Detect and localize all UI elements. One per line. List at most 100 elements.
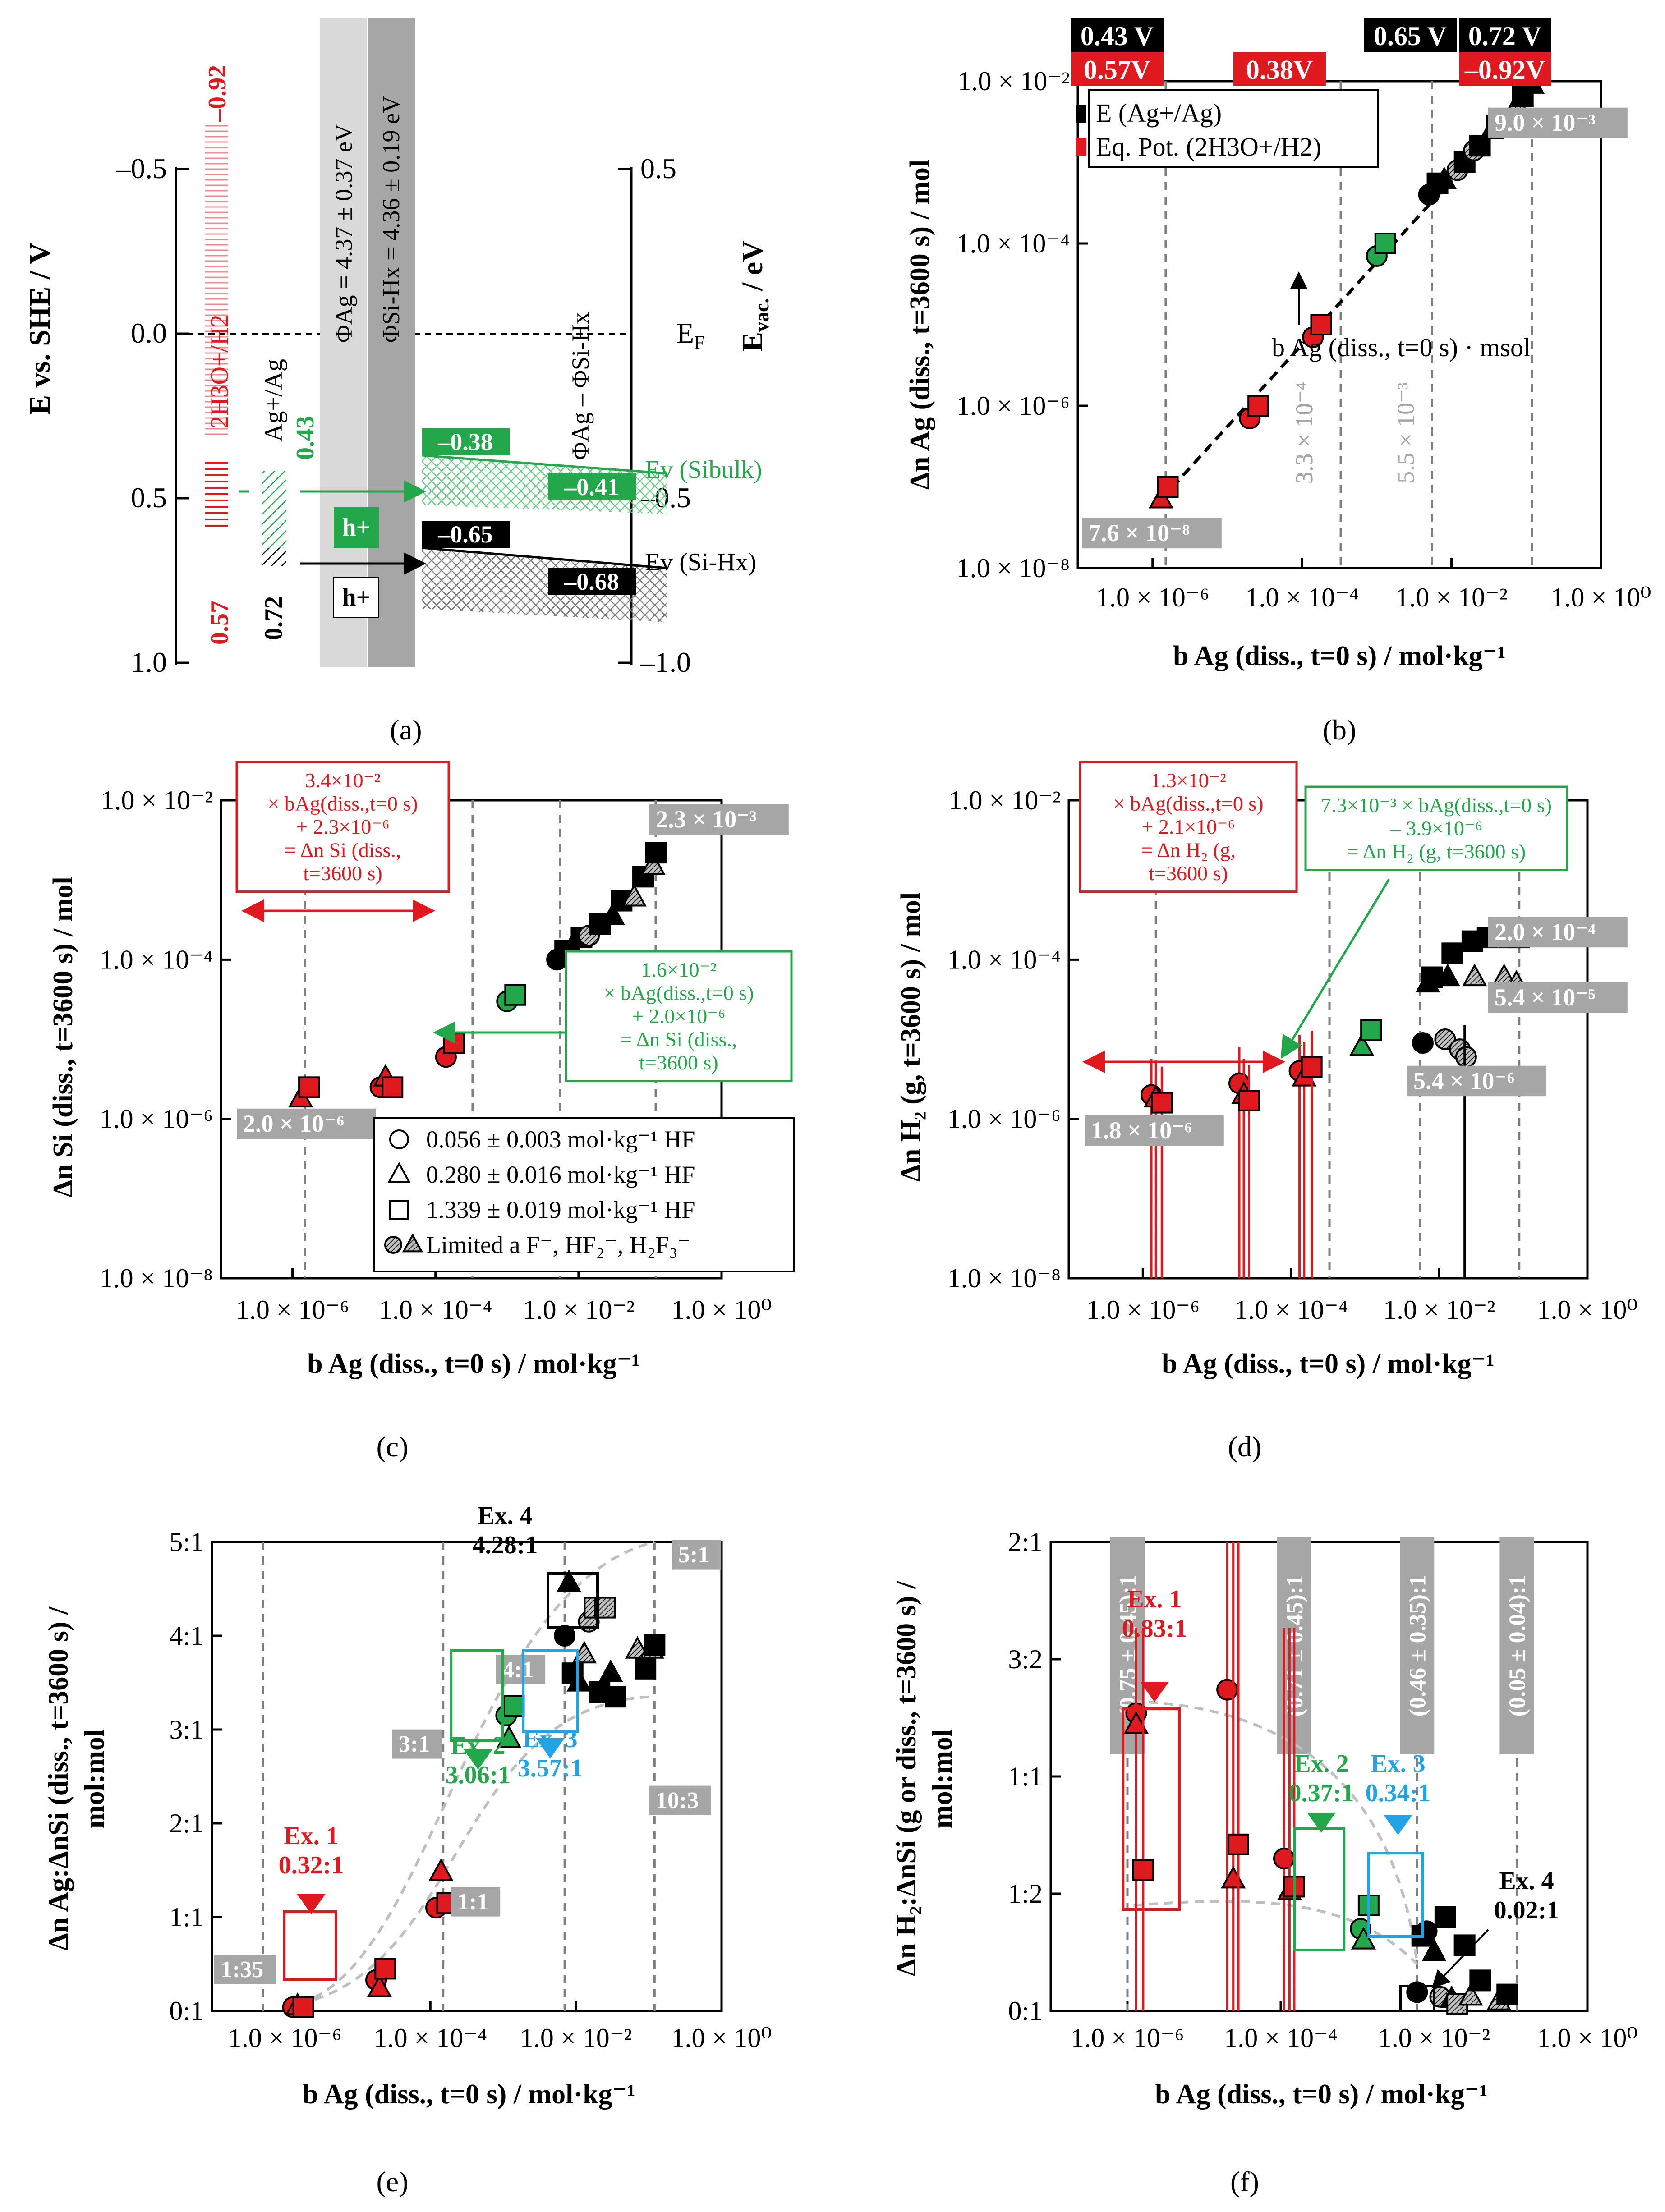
a-phi-diff: ΦAg – ΦSi-Hx: [567, 312, 594, 460]
e-ex-value: 3.57:1: [518, 1754, 583, 1782]
d-green-box-line: = Δn H₂ (g, t=3600 s): [1347, 840, 1526, 863]
e-ratio-tag-bg: [672, 1540, 722, 1570]
f-ex1-box: [1122, 1707, 1181, 1911]
panel-b: 1.0 × 10⁻² 1.0 × 10⁻⁴ 1.0 × 10⁻⁶ 1.0 × 10⁻⁸…: [905, 18, 1651, 746]
c-legend-marker: [389, 1200, 409, 1220]
d-point: [1435, 963, 1460, 987]
d-ytick-label: 1.0 × 10⁻⁶: [947, 1104, 1061, 1134]
e-point: [644, 1634, 666, 1656]
f-ex-arrow: [1140, 1682, 1169, 1702]
a-red-bottom: 0.57: [206, 601, 234, 645]
a-hplus-black-box: [333, 577, 379, 618]
f-ytick-label: 3:2: [1008, 1644, 1043, 1674]
b-point: [1469, 135, 1491, 157]
a-tick-neg05: –0.5: [116, 152, 167, 184]
f-ex-value: 0.34:1: [1366, 1779, 1431, 1807]
charts-layer: 1.0 × 10⁻² 1.0 × 10⁻⁴ 1.0 × 10⁻⁶ 1.0 × 10⁻⁸…: [43, 18, 1651, 2198]
d-xtick-label: 1.0 × 10⁻⁶: [1086, 1295, 1200, 1325]
d-ann-3-bg: [1407, 1065, 1546, 1097]
f-point: [1228, 1833, 1250, 1855]
c-xtick-label: 1.0 × 10⁻⁴: [379, 1295, 492, 1325]
e-ratio-tag: 3:1: [399, 1731, 430, 1757]
a-black-bar: [262, 548, 286, 566]
a-ev-hx-label: Ev (Si-Hx): [645, 548, 756, 576]
f-ytick-label: 2:1: [1008, 1527, 1043, 1557]
a-red-hatch-bar: [205, 124, 228, 435]
a-si-hx-band: [422, 548, 667, 622]
c-ann-min: 2.0 × 10⁻⁶: [243, 1110, 344, 1137]
c-ytick-label: 1.0 × 10⁻²: [101, 785, 213, 815]
d-green-box-line: – 3.9×10⁻⁶: [1390, 817, 1482, 840]
b-ytick-label: 1.0 × 10⁻⁴: [957, 229, 1070, 258]
d-point: [1238, 1089, 1260, 1111]
d-ann-4: 1.8 × 10⁻⁶: [1091, 1117, 1192, 1144]
d-ytick-label: 1.0 × 10⁻⁸: [947, 1263, 1061, 1293]
a-hplus-green: h+: [342, 514, 370, 542]
a-ev-hx-line: [421, 546, 668, 569]
e-ytick-label: 1:1: [169, 1902, 204, 1932]
b-legend-swatch: [1076, 105, 1086, 123]
e-ytick-label: 2:1: [169, 1808, 204, 1838]
d-ann-1: 2.0 × 10⁻⁴: [1495, 918, 1596, 945]
b-point: [1310, 314, 1332, 335]
b-top-red: 0.57V: [1084, 55, 1150, 85]
a-ef-label: EF: [676, 317, 704, 353]
d-point: [1301, 1056, 1323, 1078]
b-top-red-bg: [1233, 52, 1326, 86]
a-box-green-1-text: –0.38: [437, 428, 493, 455]
d-point: [1441, 942, 1463, 964]
c-ann-max: 2.3 × 10⁻³: [656, 806, 757, 833]
a-ylabel-right: Evac. / eV: [736, 240, 773, 352]
f-point: [1123, 1711, 1149, 1734]
c-legend-marker: [389, 1129, 409, 1149]
e-point: [374, 1958, 396, 1980]
e-ratio-tag-bg: [451, 1887, 501, 1917]
c-point: [298, 1076, 320, 1098]
e-ylabel: Δn Ag:ΔnSi (diss., t=3600 s) /: [43, 1606, 74, 1950]
a-hplus-green-box: [334, 507, 379, 548]
f-point: [1416, 1920, 1438, 1942]
b-ytick-label: 1.0 × 10⁻²: [958, 66, 1070, 96]
e-point: [554, 1625, 576, 1647]
d-red-box-line: = Δn H₂ (g,: [1141, 839, 1236, 862]
f-ex4-pointer: [1431, 1929, 1489, 1989]
d-ann-3: 5.4 × 10⁻⁶: [1413, 1067, 1514, 1094]
a-box-black-1: [422, 521, 510, 548]
d-point: [1462, 963, 1487, 987]
f-vtag-bg: [1400, 1537, 1435, 1754]
c-point: [600, 902, 626, 925]
f-xtick-label: 1.0 × 10⁻⁴: [1224, 2023, 1337, 2053]
a-ev-bulk-line: [421, 454, 668, 475]
panel-a-label: (a): [390, 714, 422, 746]
b-legend: [1088, 89, 1379, 168]
a-tick-00: 0.0: [131, 317, 167, 349]
b-legend-item: Eq. Pot. (2H3O+/H2): [1096, 132, 1321, 161]
e-point: [503, 1695, 525, 1717]
c-ytick-label: 1.0 × 10⁻⁴: [100, 945, 213, 974]
e-ratio-tag-bg: [214, 1955, 276, 1984]
e-xtick-label: 1.0 × 10⁻⁴: [374, 2023, 487, 2053]
f-ytick-label: 0:1: [1008, 1996, 1043, 2026]
f-ex-arrow: [1307, 1813, 1336, 1833]
e-ytick-label: 3:1: [169, 1715, 204, 1744]
a-red-label: 2H3O+/H2: [206, 315, 234, 428]
d-green-arrow: [1280, 878, 1390, 1059]
c-legend-marker: [387, 1161, 411, 1183]
d-point: [1349, 1033, 1375, 1056]
e-ex-value: 4.28:1: [473, 1531, 538, 1559]
b-ann-v1: 3.3 × 10⁻⁴: [1291, 382, 1318, 484]
b-point: [1431, 166, 1457, 189]
f-vtag: (0.05 ± 0.04):1: [1504, 1575, 1530, 1717]
c-red-box-line: + 2.3×10⁻⁶: [296, 815, 389, 838]
b-ann-v2: 5.5 × 10⁻³: [1392, 382, 1419, 483]
c-red-box-line: × bAg(diss.,t=0 s): [267, 792, 418, 815]
e-ex-name: Ex. 4: [478, 1502, 532, 1530]
f-vtag: (0.46 ± 0.35):1: [1405, 1575, 1430, 1717]
b-ann-min-bg: [1082, 518, 1222, 549]
e-point: [428, 1858, 454, 1881]
e-xtick-label: 1.0 × 10⁻⁶: [228, 2023, 341, 2053]
e-point: [604, 1686, 626, 1708]
c-xtick-label: 1.0 × 10⁻⁶: [236, 1295, 349, 1325]
e-ytick-label: 5:1: [169, 1527, 204, 1557]
